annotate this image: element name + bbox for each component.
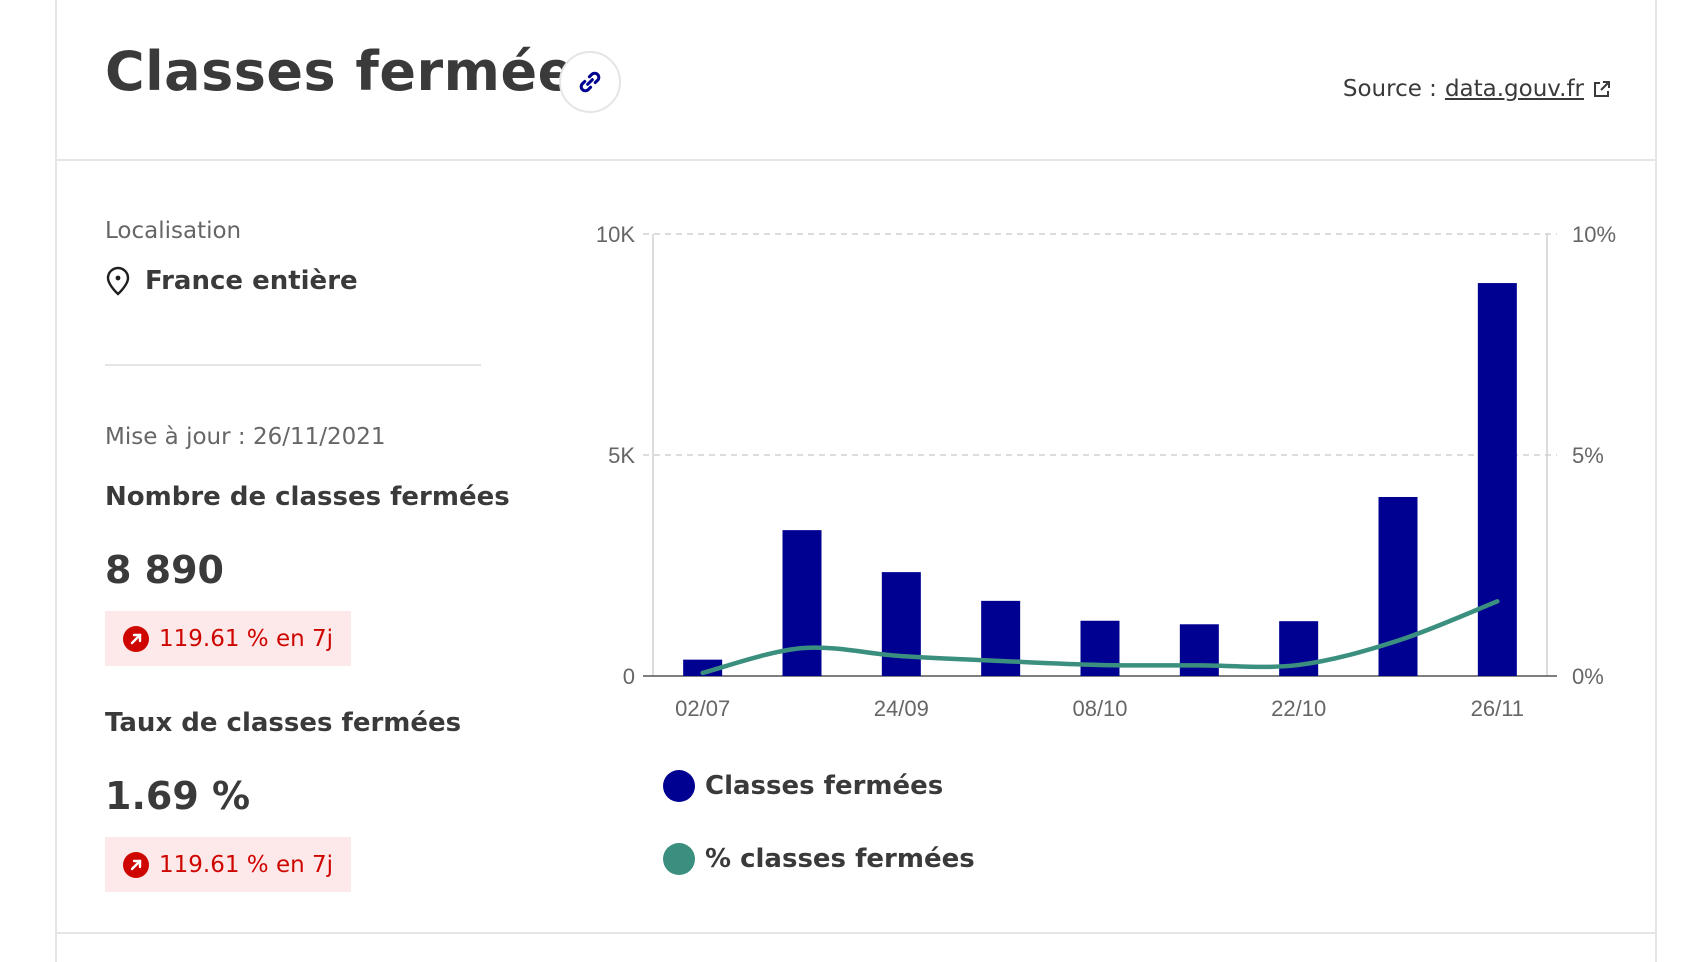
y-right-tick-label: 10% xyxy=(1572,222,1616,247)
bar xyxy=(981,600,1021,676)
source-attribution: Source : data.gouv.fr xyxy=(1343,76,1612,102)
y-left-tick-label: 5K xyxy=(608,443,635,468)
source-prefix: Source : xyxy=(1342,76,1437,102)
source-link[interactable]: data.gouv.fr xyxy=(1444,76,1584,102)
legend-label: % classes fermées xyxy=(705,844,975,874)
legend-label: Classes fermées xyxy=(705,771,944,801)
trend-text: 119.61 % en 7j xyxy=(159,851,334,878)
location-label: Localisation xyxy=(105,218,242,244)
y-left-tick-label: 0 xyxy=(623,664,635,689)
x-tick-label: 08/10 xyxy=(1072,696,1127,721)
bar xyxy=(1378,496,1418,676)
metric-count-trend-badge: 119.61 % en 7j xyxy=(105,611,352,666)
location-value: France entière xyxy=(145,266,358,296)
metric-count-value: 8 890 xyxy=(105,548,224,592)
bar xyxy=(782,530,822,676)
footer-divider xyxy=(55,932,1657,934)
link-icon xyxy=(579,71,601,93)
x-tick-label: 26/11 xyxy=(1471,696,1524,721)
header-divider xyxy=(55,159,1657,161)
bar xyxy=(1080,620,1120,676)
x-tick-label: 22/10 xyxy=(1271,696,1326,721)
external-link-icon xyxy=(1594,81,1610,97)
bar xyxy=(881,572,921,676)
metric-rate-trend-badge: 119.61 % en 7j xyxy=(105,837,352,892)
x-tick-label: 24/09 xyxy=(874,696,929,721)
metric-rate-value: 1.69 % xyxy=(105,774,251,818)
trend-text: 119.61 % en 7j xyxy=(159,625,334,652)
metric-rate-label: Taux de classes fermées xyxy=(105,708,462,738)
legend-swatch-bars xyxy=(663,770,695,802)
trend-up-icon xyxy=(123,625,149,652)
legend-item-line[interactable]: % classes fermées xyxy=(663,843,975,875)
sidebar-divider xyxy=(105,364,481,366)
bar xyxy=(1477,283,1517,676)
page-title: Classes fermées xyxy=(105,40,608,103)
y-right-tick-label: 5% xyxy=(1572,443,1604,468)
line-series-pct xyxy=(700,599,1500,676)
trend-up-icon xyxy=(123,851,149,878)
x-tick-label: 02/07 xyxy=(675,696,730,721)
y-left-tick-label: 10K xyxy=(596,222,635,247)
metric-count-label: Nombre de classes fermées xyxy=(105,482,510,512)
legend-item-bars[interactable]: Classes fermées xyxy=(663,770,943,802)
bar xyxy=(1179,624,1219,676)
update-date: Mise à jour : 26/11/2021 xyxy=(105,424,386,450)
legend-swatch-line xyxy=(663,843,695,875)
location-selector[interactable]: France entière xyxy=(105,266,358,296)
map-pin-icon xyxy=(106,266,130,296)
indicator-card xyxy=(55,0,1657,962)
copy-link-button[interactable] xyxy=(559,51,621,113)
y-right-tick-label: 0% xyxy=(1572,664,1604,689)
